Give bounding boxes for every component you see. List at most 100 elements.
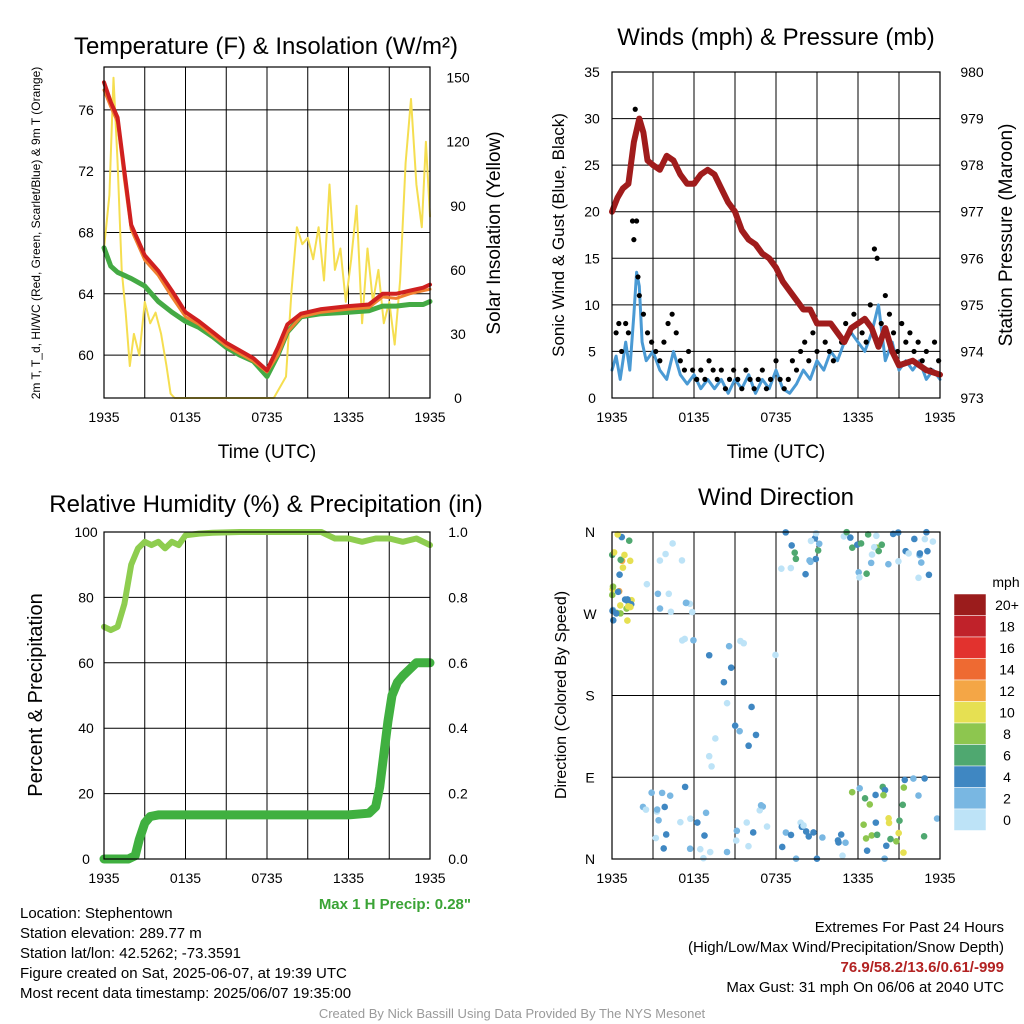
max-gust: Max Gust: 31 mph On 06/06 at 2040 UTC: [726, 979, 1004, 996]
legend-swatch: [953, 658, 987, 681]
direction-point: [681, 635, 689, 643]
direction-point: [863, 847, 871, 854]
direction-point: [660, 845, 668, 852]
direction-point: [842, 839, 849, 847]
direction-point: [925, 571, 933, 579]
y-tick-label-right: 0.4: [448, 720, 468, 736]
direction-point: [792, 555, 800, 563]
y-tick-label-right: 973: [960, 390, 984, 406]
gust-point: [859, 330, 865, 336]
gust-point: [830, 358, 837, 364]
direction-point: [924, 547, 931, 555]
gust-point: [731, 367, 737, 373]
direction-point: [712, 735, 719, 742]
gust-point: [789, 358, 796, 364]
x-tick-label: 1935: [88, 409, 119, 425]
direction-point: [848, 544, 856, 551]
direction-point: [812, 529, 820, 537]
direction-point: [624, 603, 632, 610]
gust-point: [802, 339, 808, 345]
direction-point: [686, 845, 694, 853]
gust-point: [706, 358, 712, 364]
gust-point: [726, 376, 733, 382]
gust-point: [773, 358, 779, 364]
y-tick-label-right: 976: [960, 250, 984, 266]
x-tick-label: 1335: [333, 870, 364, 886]
gust-point: [759, 367, 765, 373]
direction-point: [696, 845, 704, 853]
info-elevation: Station elevation: 289.77 m: [20, 925, 202, 942]
gust-point: [657, 358, 663, 364]
direction-point: [772, 651, 779, 659]
gust-point: [867, 302, 873, 308]
direction-point: [895, 829, 902, 837]
direction-point: [655, 816, 662, 824]
legend-swatch: [953, 593, 987, 616]
x-tick-label: 1935: [414, 870, 445, 886]
gust-point: [702, 376, 708, 382]
gust-point: [631, 237, 637, 243]
y-tick-label: 20: [584, 204, 600, 220]
direction-point: [688, 608, 696, 616]
x-tick-label: 1335: [842, 409, 873, 425]
y-tick-label-right: 975: [960, 297, 984, 313]
y-tick-label-right: 150: [446, 70, 470, 86]
direction-point: [656, 557, 664, 564]
gust-point: [710, 367, 716, 373]
gust-point: [931, 339, 938, 345]
gust-point: [886, 311, 893, 317]
gust-point: [899, 320, 905, 327]
extremes-legend: (High/Low/Max Wind/Precipitation/Snow De…: [688, 939, 1004, 956]
x-tick-label: 1935: [414, 409, 445, 425]
y-tick-label: 10: [584, 297, 600, 313]
y-tick-label: 72: [78, 163, 94, 179]
gust-point: [623, 320, 629, 327]
direction-point: [917, 559, 925, 566]
gust-point: [616, 320, 622, 327]
direction-point: [810, 829, 817, 836]
direction-point: [788, 542, 795, 549]
direction-point: [745, 842, 752, 850]
direction-point: [725, 642, 733, 650]
x-tick-label: 1335: [333, 409, 364, 425]
direction-point: [756, 807, 764, 814]
credit-line: Created By Nick Bassill Using Data Provi…: [318, 1006, 706, 1021]
x-tick-label: 1935: [596, 870, 627, 886]
legend-swatch: [953, 701, 987, 724]
direction-point: [837, 831, 845, 838]
y-tick-label: 0: [82, 851, 90, 867]
gust-point: [781, 386, 787, 392]
direction-point: [743, 819, 751, 826]
gust-point: [634, 218, 640, 224]
plot-frame: [611, 71, 941, 399]
x-tick-label: 1935: [924, 409, 955, 425]
direction-point: [778, 843, 786, 851]
direction-point: [678, 557, 686, 564]
direction-point: [905, 550, 912, 557]
chart-title-3: Wind Direction: [698, 484, 854, 511]
y-tick-label: 15: [584, 250, 600, 266]
direction-point: [875, 547, 882, 555]
direction-point: [807, 558, 814, 566]
direction-point: [800, 822, 807, 829]
y-tick-label: 35: [584, 64, 600, 80]
y-axis-label-left: Percent & Precipitation: [25, 593, 47, 796]
direction-point: [814, 547, 822, 554]
direction-point: [910, 775, 917, 782]
gust-point: [822, 339, 828, 345]
direction-point: [929, 538, 937, 545]
precip-note: Max 1 H Precip: 0.28": [318, 896, 471, 913]
direction-point: [745, 742, 752, 750]
gust-point: [653, 348, 659, 355]
info-timestamp: Most recent data timestamp: 2025/06/07 1…: [20, 985, 352, 1002]
info-latlon: Station lat/lon: 42.5262; -73.3591: [20, 945, 242, 962]
gust-point: [874, 255, 880, 261]
gust-point: [681, 367, 688, 373]
direction-point: [895, 557, 902, 565]
y-tick-label: 40: [78, 720, 94, 736]
direction-point: [681, 783, 689, 791]
series-line-0: [102, 80, 432, 373]
x-tick-label: 0135: [678, 870, 709, 886]
y-tick-label: 20: [78, 786, 94, 802]
x-tick-label: 0135: [678, 409, 709, 425]
